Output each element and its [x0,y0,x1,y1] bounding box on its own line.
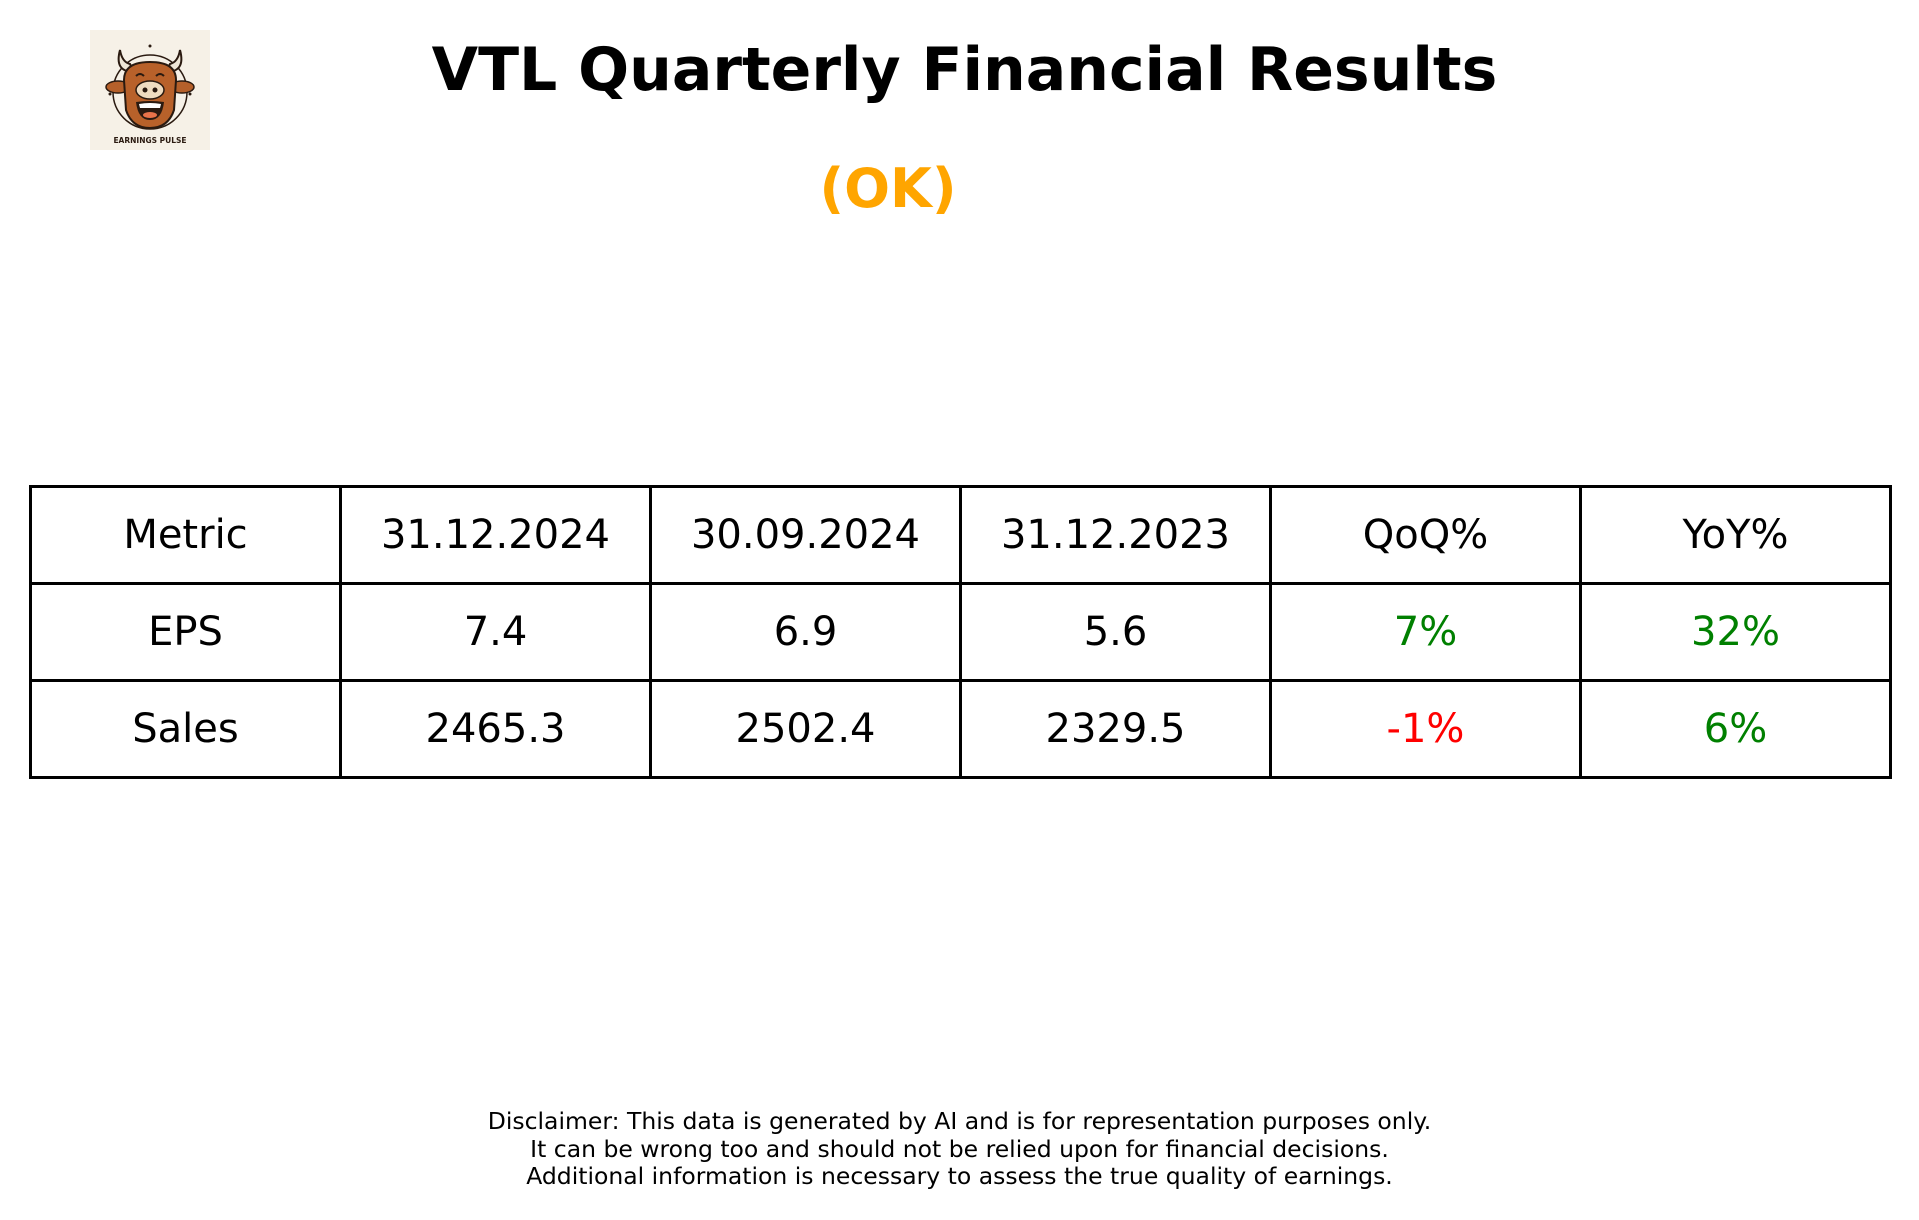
disclaimer-line: It can be wrong too and should not be re… [530,1134,1389,1163]
logo-label: EARNINGS PULSE [113,136,186,145]
metric-name: EPS [29,582,342,682]
value-quarter-1: 2465.3 [339,679,652,779]
header-quarter-3: 31.12.2023 [959,485,1272,585]
bull-mascot-icon: EARNINGS PULSE [90,30,210,150]
header-yoy: YoY% [1579,485,1892,585]
disclaimer: Disclaimer: This data is generated by AI… [0,1107,1919,1191]
value-quarter-3: 2329.5 [959,679,1272,779]
value-quarter-2: 2502.4 [649,679,962,779]
page-title: VTL Quarterly Financial Results [431,35,1498,105]
value-quarter-3: 5.6 [959,582,1272,682]
table-row: EPS 7.4 6.9 5.6 7% 32% [29,582,1892,682]
value-quarter-1: 7.4 [339,582,652,682]
header-quarter-2: 30.09.2024 [649,485,962,585]
financial-results-table: Metric 31.12.2024 30.09.2024 31.12.2023 … [29,485,1892,779]
qoq-change: -1% [1269,679,1582,779]
earnings-pulse-logo: EARNINGS PULSE [90,30,210,150]
metric-name: Sales [29,679,342,779]
disclaimer-line: Additional information is necessary to a… [526,1162,1393,1190]
yoy-change: 32% [1579,582,1892,682]
table-row: Sales 2465.3 2502.4 2329.5 -1% 6% [29,679,1892,779]
table-header-row: Metric 31.12.2024 30.09.2024 31.12.2023 … [29,485,1892,585]
yoy-change: 6% [1579,679,1892,779]
qoq-change: 7% [1269,582,1582,682]
header-metric: Metric [29,485,342,585]
header-quarter-1: 31.12.2024 [339,485,652,585]
disclaimer-line: Disclaimer: This data is generated by AI… [487,1107,1432,1135]
header-qoq: QoQ% [1269,485,1582,585]
value-quarter-2: 6.9 [649,582,962,682]
status-badge: (OK) [819,157,957,220]
